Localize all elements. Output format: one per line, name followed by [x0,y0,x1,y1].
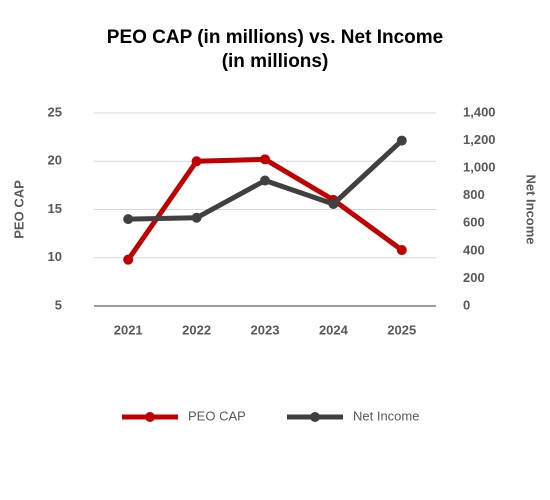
data-point [396,135,407,146]
y2-axis-label: Net Income [524,174,539,244]
y2-tick-label: 0 [463,297,470,312]
legend-marker [310,412,320,422]
y-tick-label: 25 [48,104,62,119]
data-point [328,198,339,209]
legend-label: PEO CAP [188,408,246,423]
x-tick-label: 2022 [182,322,211,337]
data-point [260,154,270,165]
x-tick-label: 2023 [251,322,280,337]
y2-tick-label: 600 [463,215,485,230]
y2-tick-label: 1,200 [463,132,496,147]
y-tick-label: 10 [48,249,62,264]
y2-tick-label: 400 [463,242,485,257]
data-point [123,254,134,265]
data-point [191,156,202,167]
x-tick-label: 2021 [114,322,143,337]
chart-title: PEO CAP (in millions) vs. Net Income (in… [106,27,444,72]
x-tick-label: 2025 [387,322,416,337]
y2-tick-label: 800 [463,187,485,202]
y2-tick-label: 1,000 [463,160,496,175]
y2-tick-label: 200 [463,270,485,285]
y-tick-label: 5 [55,297,62,312]
data-point [260,175,270,186]
data-point [191,212,202,223]
data-point [396,245,407,256]
y-axis-label: PEO CAP [11,180,26,239]
y-tick-label: 15 [48,201,62,216]
y2-tick-label: 1,400 [463,104,496,119]
x-tick-label: 2024 [319,322,349,337]
legend-marker [145,412,155,422]
y-tick-label: 20 [48,153,62,168]
legend-label: Net Income [353,408,419,423]
data-point [123,214,134,225]
